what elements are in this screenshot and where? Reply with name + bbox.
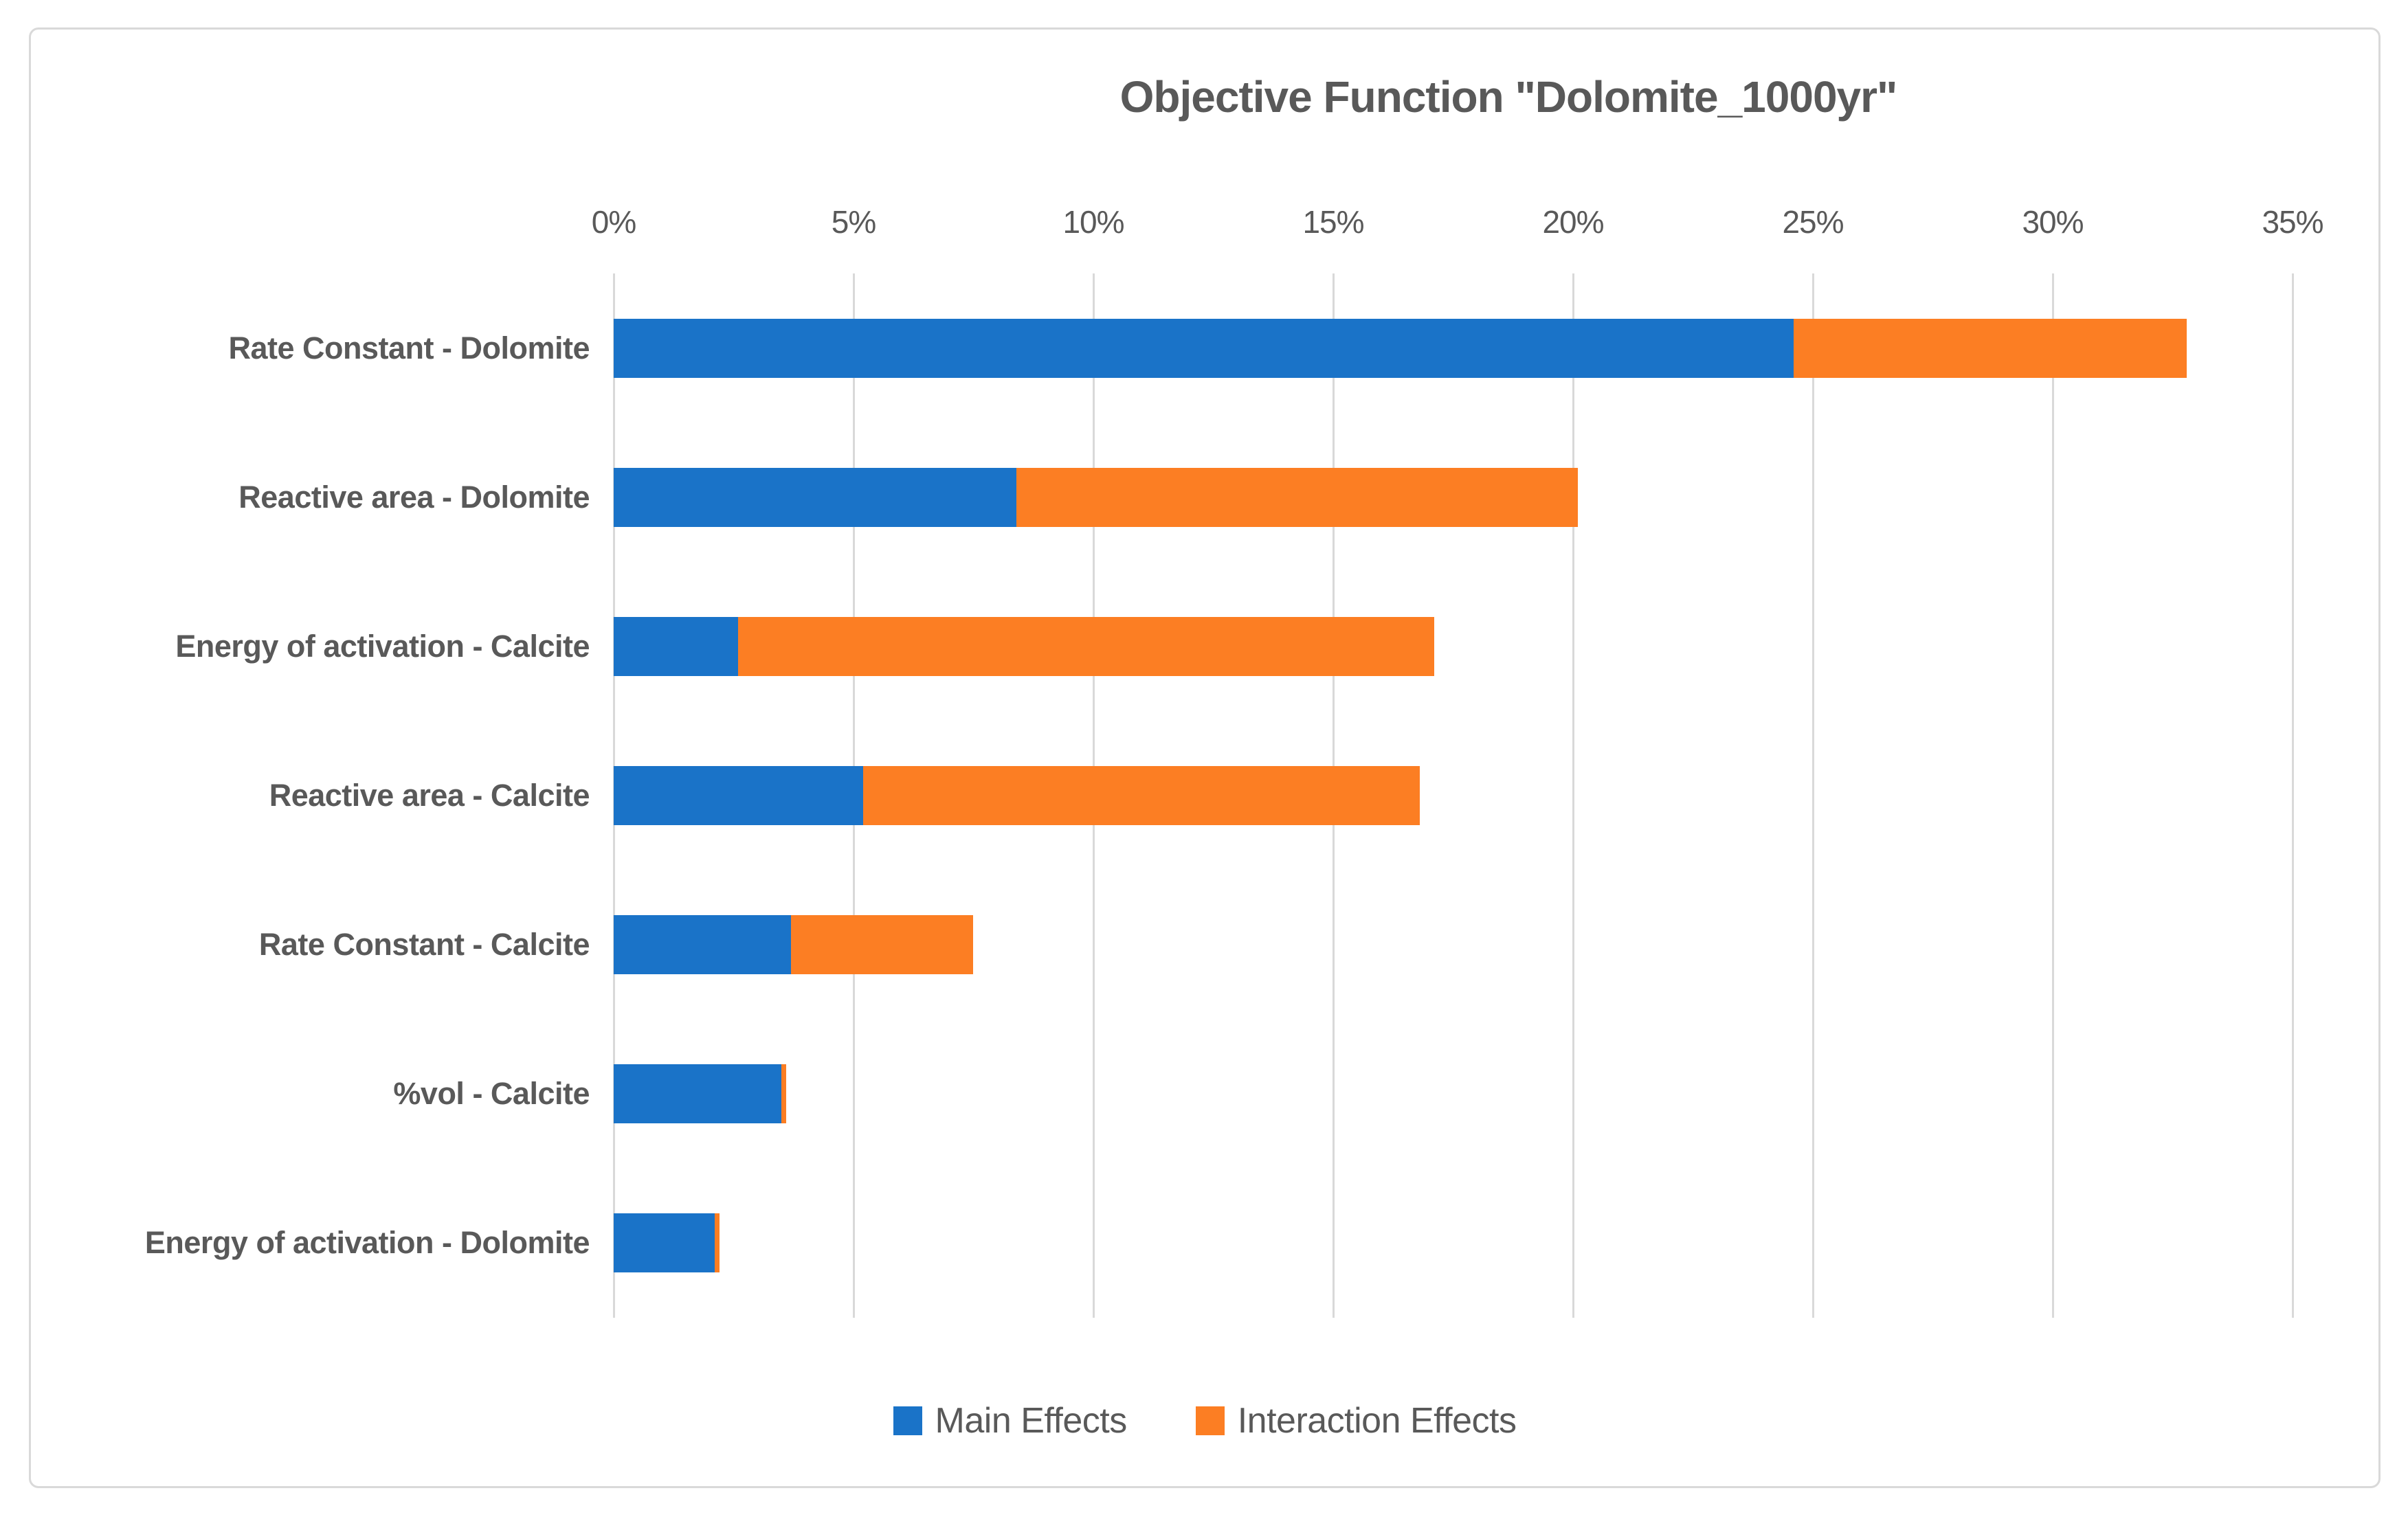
x-axis-tick: 30% [2022,204,2084,240]
bar-segment-main-effects [614,1064,782,1124]
bar-segment-interaction-effects [738,616,1434,676]
bar-segment-interaction-effects [1016,467,1578,527]
bar-segment-interaction-effects [1794,318,2187,378]
gridline [2051,273,2054,1318]
gridline [1811,273,1814,1318]
bar-segment-main-effects [614,915,792,975]
bar-segment-main-effects [614,1213,715,1273]
bar-segment-interaction-effects [714,1213,720,1273]
plot-area [612,273,2294,1318]
bar-segment-main-effects [614,766,863,825]
bar-segment-interaction-effects [862,766,1420,825]
legend: Main Effects Interaction Effects [30,1400,2380,1441]
bar-segment-main-effects [614,318,1794,378]
legend-label: Interaction Effects [1237,1401,1517,1441]
x-axis-tick: 35% [2262,204,2323,240]
bar-segment-main-effects [614,467,1017,527]
legend-swatch-main-effects [893,1406,922,1435]
category-label: Energy of activation - Calcite [175,628,590,664]
legend-swatch-interaction-effects [1195,1406,1225,1435]
legend-entry: Interaction Effects [1195,1400,1517,1441]
category-label: Rate Constant - Dolomite [228,330,590,366]
gridline [2291,273,2294,1318]
gridline [1572,273,1574,1318]
category-label: %vol - Calcite [393,1076,590,1112]
chart-frame [29,27,2381,1488]
x-axis-tick: 10% [1062,204,1124,240]
x-axis: 0% 5% 10% 15% 20% 25% 30% 35% [592,203,2324,247]
x-axis-tick: 5% [831,204,876,240]
x-axis-tick: 25% [1782,204,1844,240]
x-axis-tick: 0% [591,204,636,240]
bar-segment-main-effects [614,616,739,676]
category-label: Energy of activation - Dolomite [144,1225,590,1261]
bar-segment-interaction-effects [791,915,974,975]
category-label: Reactive area - Calcite [269,778,590,813]
bar-segment-interaction-effects [781,1064,787,1124]
category-label: Rate Constant - Calcite [258,927,590,963]
legend-label: Main Effects [935,1401,1128,1441]
chart-title: Objective Function "Dolomite_1000yr" [1119,72,1898,122]
x-axis-tick: 20% [1542,204,1604,240]
x-axis-tick: 15% [1302,204,1364,240]
legend-entry: Main Effects [893,1400,1127,1441]
category-axis: Rate Constant - Dolomite Reactive area - … [27,273,590,1318]
category-label: Reactive area - Dolomite [238,479,590,515]
